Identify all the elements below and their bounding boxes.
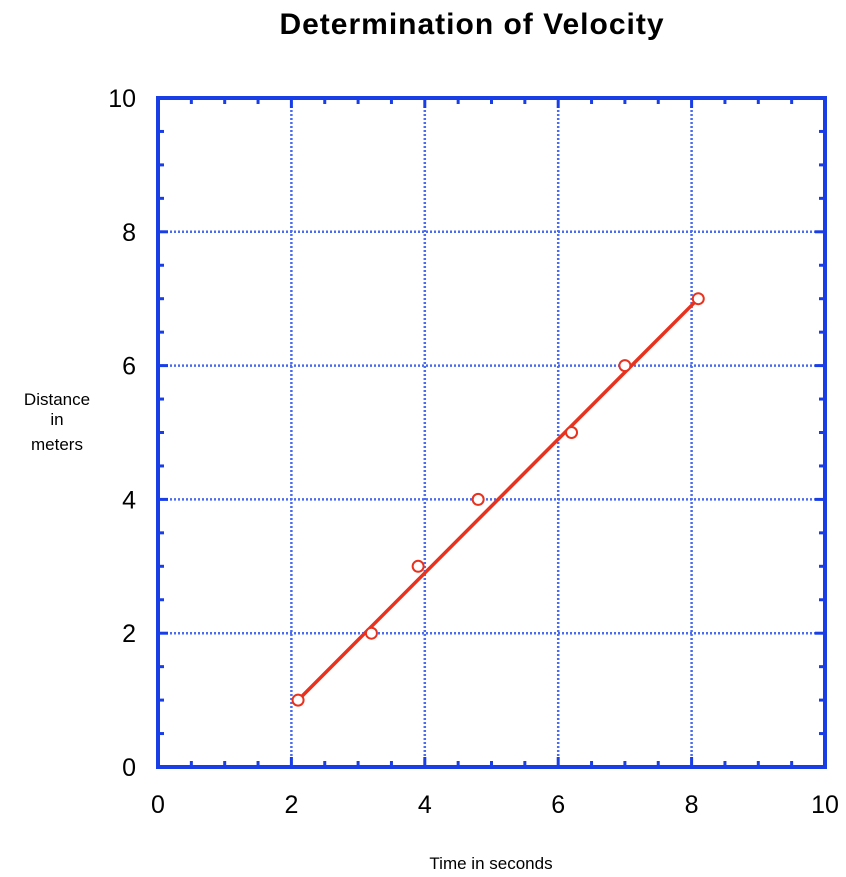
data-point (364, 626, 378, 640)
x-tick-labels: 0 2 4 6 8 10 (151, 791, 839, 819)
x-tick-label: 10 (811, 791, 839, 819)
y-tick-label: 6 (122, 353, 136, 381)
y-tick-label: 2 (122, 620, 136, 648)
x-tick-label: 2 (284, 791, 298, 819)
x-tick-label: 4 (418, 791, 432, 819)
fit-line (296, 296, 701, 702)
x-axis-label: Time in seconds (429, 854, 552, 873)
minor-ticks (158, 98, 825, 767)
data-series (291, 292, 705, 707)
data-point (291, 693, 305, 707)
y-tick-label: 0 (122, 754, 136, 782)
y-axis-label-line-2: in (50, 410, 63, 429)
data-point (618, 359, 632, 373)
chart-title: Determination of Velocity (279, 8, 664, 41)
y-tick-label: 4 (122, 486, 136, 514)
y-axis-label-line-1: Distance (24, 390, 90, 409)
data-point (691, 292, 705, 306)
y-tick-label: 8 (122, 219, 136, 247)
data-point (471, 492, 485, 506)
data-point (411, 559, 425, 573)
grid-lines (158, 98, 825, 767)
y-axis-label-line-3: meters (31, 435, 83, 454)
plot-frame (156, 96, 827, 769)
x-tick-label: 6 (551, 791, 565, 819)
x-tick-label: 8 (685, 791, 699, 819)
y-axis-label: Distance in meters (24, 390, 90, 454)
data-point (565, 426, 579, 439)
plot-border (156, 96, 827, 769)
y-tick-labels: 0 2 4 6 8 10 (108, 85, 136, 782)
y-tick-label: 10 (108, 85, 136, 113)
x-tick-label: 0 (151, 791, 165, 819)
